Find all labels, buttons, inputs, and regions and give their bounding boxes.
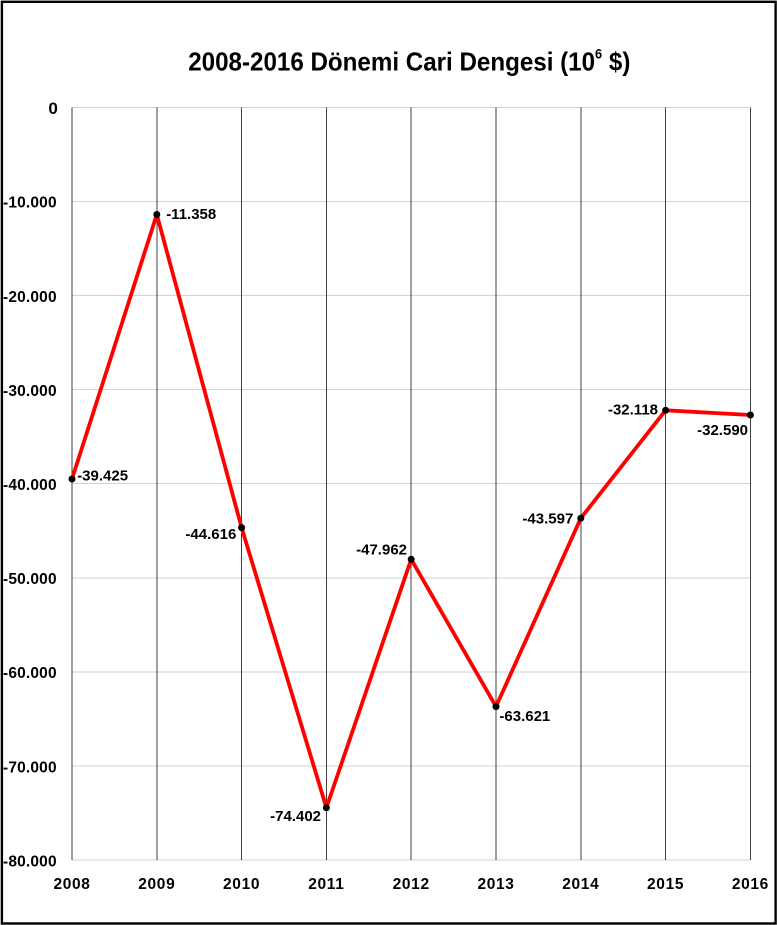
svg-text:-47.962: -47.962 bbox=[356, 542, 407, 559]
svg-text:2010: 2010 bbox=[223, 876, 260, 893]
svg-text:2014: 2014 bbox=[562, 876, 599, 893]
svg-text:-50.000: -50.000 bbox=[3, 571, 57, 588]
svg-text:-44.616: -44.616 bbox=[185, 526, 236, 543]
svg-text:2012: 2012 bbox=[393, 876, 430, 893]
svg-text:-43.597: -43.597 bbox=[522, 510, 573, 527]
svg-text:-11.358: -11.358 bbox=[166, 206, 216, 223]
svg-text:-39.425: -39.425 bbox=[77, 468, 128, 485]
svg-text:2008: 2008 bbox=[53, 876, 90, 893]
svg-text:-30.000: -30.000 bbox=[3, 383, 57, 400]
svg-text:-80.000: -80.000 bbox=[3, 853, 57, 870]
svg-text:-63.621: -63.621 bbox=[499, 708, 550, 725]
svg-text:-40.000: -40.000 bbox=[3, 477, 57, 494]
svg-text:-20.000: -20.000 bbox=[3, 289, 57, 306]
svg-text:2015: 2015 bbox=[647, 876, 684, 893]
svg-text:-70.000: -70.000 bbox=[3, 759, 57, 776]
svg-text:-74.402: -74.402 bbox=[270, 808, 321, 825]
svg-text:-10.000: -10.000 bbox=[3, 195, 57, 212]
svg-text:0: 0 bbox=[48, 99, 57, 118]
svg-text:-32.118: -32.118 bbox=[608, 402, 658, 419]
svg-text:2011: 2011 bbox=[308, 876, 344, 893]
svg-text:-60.000: -60.000 bbox=[3, 665, 57, 682]
svg-text:2013: 2013 bbox=[477, 876, 514, 893]
svg-text:2016: 2016 bbox=[732, 876, 769, 893]
svg-text:2009: 2009 bbox=[138, 876, 175, 893]
svg-text:2008-2016 Dönemi Cari Dengesi: 2008-2016 Dönemi Cari Dengesi (106 $) bbox=[188, 46, 630, 77]
svg-text:-32.590: -32.590 bbox=[697, 422, 748, 439]
